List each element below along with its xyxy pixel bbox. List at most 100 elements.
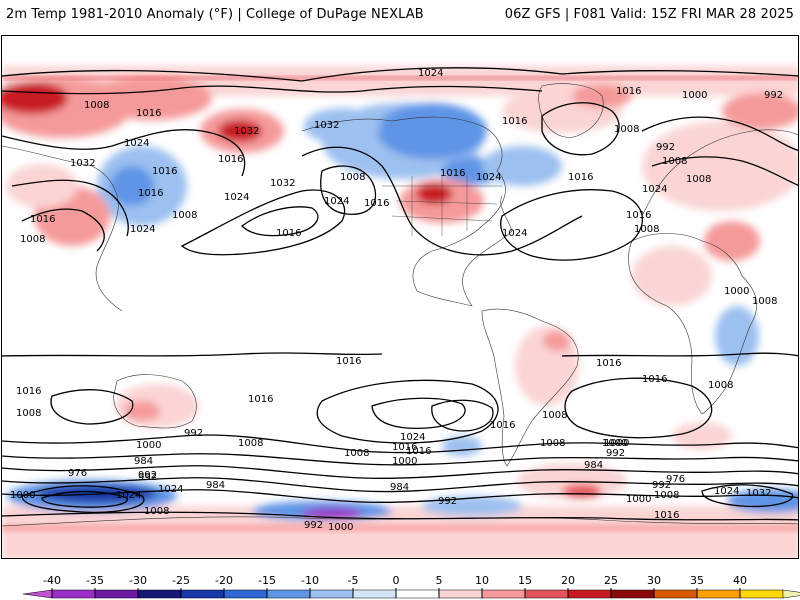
brazil-warm-core [543, 331, 571, 351]
colorbar-bin [438, 589, 483, 599]
colorbar-tick-label: -25 [172, 574, 190, 587]
isobar-label: 984 [134, 456, 153, 467]
isobar-label: 1024 [714, 486, 739, 497]
colorbar-bin [395, 589, 440, 599]
isobar-sh-4 [2, 477, 798, 493]
colorbar-tick-label: 30 [647, 574, 661, 587]
isobar-label: 1016 [490, 420, 515, 431]
colorbar-bin [653, 589, 698, 599]
isobar-asia-3 [21, 208, 105, 252]
us-state-borders [382, 176, 502, 236]
colorbar-bin [180, 589, 225, 599]
isobar-label: 1024 [324, 196, 349, 207]
isobar-label: 1008 [238, 438, 263, 449]
isobar-sh-low-2 [41, 490, 128, 508]
isobar-pacific-high-inner [241, 206, 319, 237]
colorbar-bin [266, 589, 311, 599]
isobar-sh-high-pacific [316, 379, 499, 444]
anomaly-map: 1024 1008 1016 1032 1024 1016 1016 1008 … [2, 66, 798, 558]
isobar-label: 1016 [336, 356, 361, 367]
colorbar-bin [524, 589, 569, 599]
us-warm-core [416, 184, 452, 204]
greenland-coast [538, 83, 604, 138]
isobar-label: 1008 [16, 408, 41, 419]
colorbar-bin [567, 589, 612, 599]
isobar-label: 1008 [340, 172, 365, 183]
colorbar-bin [223, 589, 268, 599]
map-panel: 1024 1008 1016 1032 1024 1016 1016 1008 … [1, 35, 799, 559]
colorbar-bin [352, 589, 397, 599]
isobar-label: 992 [138, 470, 157, 481]
isobar-label: 1032 [746, 488, 771, 499]
west-africa-warm [632, 246, 712, 306]
isobar-label: 1016 [218, 154, 243, 165]
isobar-label: 1016 [152, 166, 177, 177]
colorbar: -40 -35 -30 -25 -20 -15 -10 -5 0 5 10 15 20 25 30 35 40 [22, 574, 800, 599]
isobar-label: 984 [206, 480, 225, 491]
isobar-label: 992 [652, 480, 671, 491]
isobar-label: 1000 [392, 456, 417, 467]
isobar-label: 1016 [248, 394, 273, 405]
isobar-label: 976 [68, 468, 87, 479]
isobar-label: 992 [606, 448, 625, 459]
isobar-label: 984 [390, 482, 409, 493]
isobar-atlantic-high [500, 189, 643, 261]
map-title: 2m Temp 1981-2010 Anomaly (°F) | College… [6, 7, 424, 22]
isobar-sh-2 [2, 453, 798, 466]
australia-warm-core [124, 401, 160, 421]
isobar-pacific-high [180, 189, 346, 256]
isobar-label: 1016 [654, 510, 679, 521]
isobar-label: 992 [138, 472, 157, 483]
east-siberia-warm [92, 76, 212, 120]
isobar-label: 1008 [172, 210, 197, 221]
isobar-arctic-1 [2, 67, 798, 82]
isobar-europe-2 [651, 156, 798, 186]
asia-coast [2, 145, 123, 312]
antarctic-warm-edge [2, 524, 798, 532]
isobar-label: 1008 [144, 506, 169, 517]
colorbar-tick-marks [51, 588, 741, 598]
south-indian-warm [672, 422, 732, 450]
alaska-warm-core [218, 120, 262, 142]
isobar-label: 1008 [84, 100, 109, 111]
isobar-tropics-2 [561, 352, 798, 357]
colorbar-bin [739, 589, 784, 599]
colorbar-tick-labels: -40 -35 -30 -25 -20 -15 -10 -5 0 5 10 15 20 25 30 35 40 [43, 574, 747, 587]
isobar-label: 1008 [654, 490, 679, 501]
model-run-info: 06Z GFS | F081 Valid: 15Z FRI MAR 28 202… [504, 7, 794, 22]
isobar-label: 976 [666, 474, 685, 485]
isobar-label: 1008 [708, 380, 733, 391]
colorbar-tick-label: 35 [690, 574, 704, 587]
east-africa-cold [715, 306, 759, 366]
colorbar-bin [137, 589, 182, 599]
isobar-labels: 1024 1008 1016 1032 1024 1016 1016 1008 … [10, 68, 783, 533]
colorbar-tick-label: -5 [348, 574, 359, 587]
isobar-label: 984 [584, 460, 603, 471]
header: 2m Temp 1981-2010 Anomaly (°F) | College… [0, 0, 800, 34]
colorbar-tick-label: -35 [86, 574, 104, 587]
isobar-label: 1024 [642, 184, 667, 195]
colorbar-tick-label: -30 [129, 574, 147, 587]
isobar-label: 1000 [724, 286, 749, 297]
colorbar-bin [309, 589, 354, 599]
isobar-label: 1032 [270, 178, 295, 189]
colorbar-bin-min-arrow [22, 589, 53, 599]
east-asia-cold-core [110, 166, 154, 206]
isobar-atlantic-low [541, 102, 620, 156]
isobar-na-1 [301, 146, 583, 256]
isobar-sh-3 [2, 465, 798, 479]
isobar-label: 1016 [138, 188, 163, 199]
isobar-label: 1016 [596, 358, 621, 369]
isobar-label: 1016 [642, 374, 667, 385]
isobar-sh-high-atlantic [431, 399, 494, 432]
south-america-coast [481, 308, 579, 467]
middle-east-warm [704, 221, 760, 261]
south-pacific-cold [442, 436, 482, 456]
isobar-europe-1 [641, 116, 798, 151]
yukon-cold [304, 108, 380, 144]
isobar-label: 1016 [364, 198, 389, 209]
australia-coast [113, 374, 197, 429]
isobar-label: 1016 [502, 116, 527, 127]
isobar-label: 1008 [634, 224, 659, 235]
canada-cold-core [377, 103, 487, 159]
